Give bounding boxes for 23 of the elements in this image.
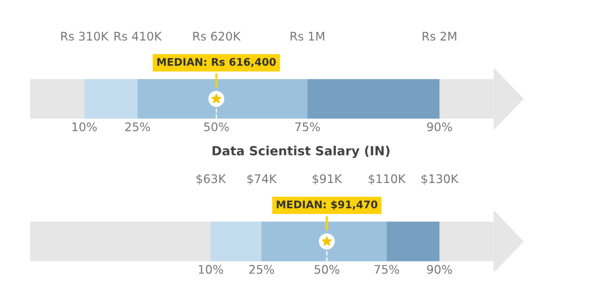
data-label: Rs 410K [114, 32, 162, 41]
category-label: 90% [427, 122, 452, 132]
data-label: Rs 1M [290, 32, 324, 41]
category-label: 10% [72, 122, 97, 132]
data-label: $74K [247, 174, 277, 185]
category-label: 25% [249, 264, 274, 274]
data-label: $110K [368, 174, 406, 185]
category-label: 50% [314, 264, 340, 274]
text: Data Scientist Salary (IN) [212, 146, 390, 158]
category-label: 10% [198, 264, 224, 274]
category-label: 75% [295, 122, 320, 132]
text: MEDIAN: $91,470 [276, 200, 378, 210]
category-label: 75% [374, 264, 400, 274]
data-label: $91K [312, 174, 342, 185]
text: MEDIAN: Rs 616,400 [157, 58, 276, 68]
category-label: 90% [427, 264, 452, 274]
category-label: 25% [125, 122, 150, 132]
data-label: $130K [422, 174, 459, 185]
data-label: Rs 620K [193, 32, 241, 41]
category-label: 50% [204, 122, 229, 132]
data-label: Rs 2M [422, 32, 456, 41]
data-label: $63K [196, 174, 226, 185]
data-label: Rs 310K [61, 32, 109, 41]
